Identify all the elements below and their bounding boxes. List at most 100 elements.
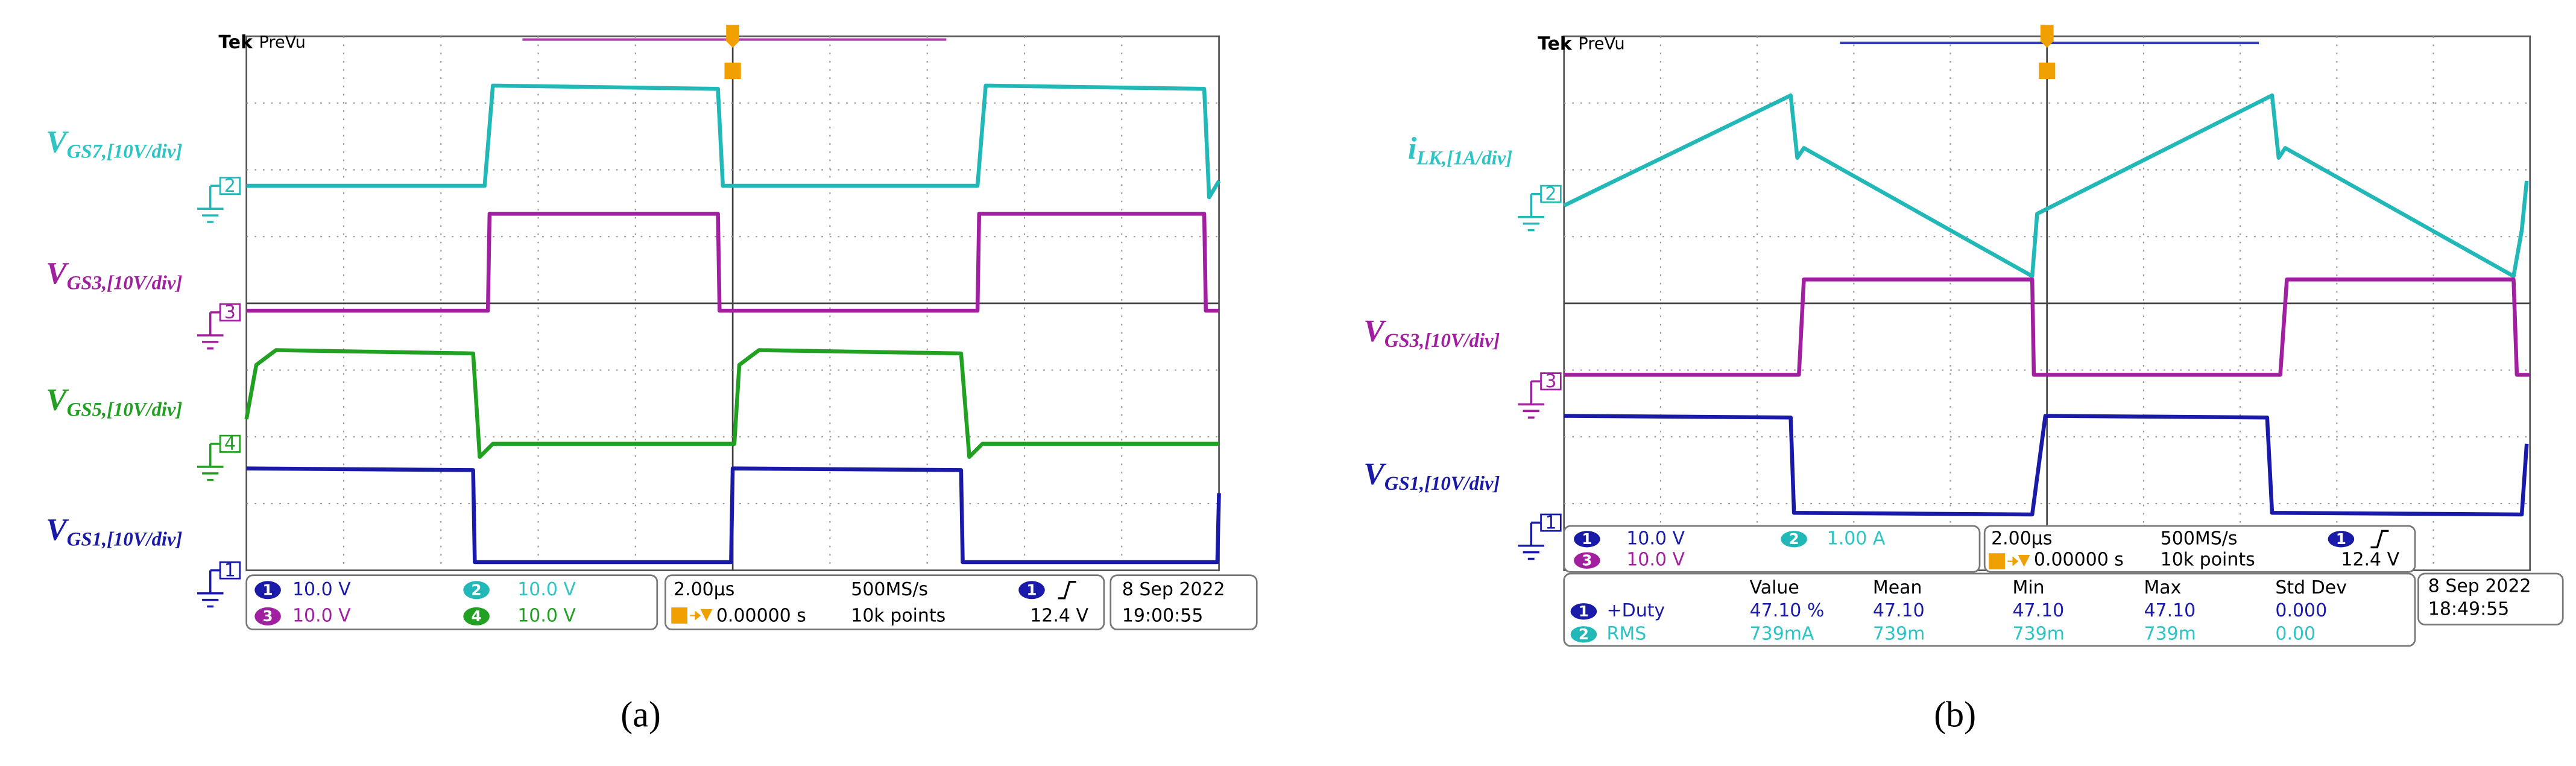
ground-marker: 4 (197, 434, 241, 481)
channel-scale: 10.0 V (292, 579, 351, 600)
trace (1564, 414, 2529, 517)
badge-num: 2 (1579, 625, 1589, 643)
measurement-header: Min (2012, 577, 2044, 598)
measurement-cell: 739m (2012, 623, 2064, 644)
marker-num: 2 (224, 176, 236, 197)
badge-num: 2 (472, 581, 482, 599)
edge-icon (2370, 530, 2389, 549)
label-main: i (1408, 131, 1417, 166)
measurement-cell: 0.00 (2275, 623, 2316, 644)
ground-marker: 3 (197, 302, 241, 350)
trigger-channel: 1 (2336, 530, 2346, 548)
trace-label: VGS7,[10V/div] (46, 125, 182, 162)
trace-label: VGS1,[10V/div] (46, 513, 182, 550)
caption: (a) (620, 695, 661, 735)
measurement-cell: 47.10 (2012, 600, 2064, 621)
measurement-header: Max (2144, 577, 2181, 598)
panel-b: Tek PreVu iLK,[1A/div] VGS3,[10V/div] VG… (1363, 25, 2564, 735)
trace (246, 212, 1219, 313)
badge (463, 607, 490, 625)
measurement-cell: 739mA (1750, 623, 1814, 644)
marker-num: 1 (1545, 512, 1556, 533)
label-sub: GS3,[10V/div] (1384, 329, 1500, 351)
measurement-name: +Duty (1607, 600, 1665, 621)
trace (246, 83, 1221, 200)
trigger-icon (1989, 553, 2030, 569)
date: 8 Sep 2022 (1122, 579, 1225, 600)
badge (1781, 531, 1807, 548)
label-main: V (46, 256, 69, 291)
trace (1564, 277, 2530, 377)
trigger-position: 0.00000 s (716, 605, 806, 626)
marker-num: 3 (224, 302, 236, 323)
badge-num: 1 (1579, 603, 1589, 620)
measurement-table: Value Mean Min Max Std Dev 1 +Duty 47.10 % 47.10… (1570, 577, 2347, 644)
marker-box (219, 303, 241, 321)
label-sub: GS5,[10V/div] (67, 399, 183, 420)
badge-num: 4 (472, 607, 482, 625)
record-length: 10k points (851, 605, 945, 626)
label-sub: GS1,[10V/div] (67, 528, 183, 550)
badge-num: 2 (1789, 530, 1799, 548)
label-sub: GS3,[10V/div] (67, 272, 183, 294)
channel-box (1563, 525, 1981, 573)
mode: PreVu (1578, 34, 1624, 53)
label-main: V (46, 513, 69, 547)
trace (246, 466, 1221, 565)
trigger-icon (671, 607, 713, 624)
time: 19:00:55 (1122, 605, 1204, 626)
channel-box (245, 574, 658, 631)
measurement-header: Std Dev (2275, 577, 2347, 598)
label-main: V (46, 383, 69, 417)
badge-num: 3 (263, 607, 273, 625)
sample-rate: 500MS/s (2161, 528, 2238, 549)
timebase-box (1983, 525, 2416, 573)
measurement-box (1563, 572, 2416, 647)
label-main: V (1363, 457, 1387, 491)
trace-label: VGS3,[10V/div] (46, 256, 182, 294)
marker-num: 2 (1545, 184, 1556, 205)
timebase: 2.00µs (1991, 528, 2052, 549)
brand: Tek PreVu (218, 32, 305, 53)
ground-marker: 2 (197, 176, 241, 223)
edge-icon (1058, 581, 1076, 600)
label-sub: GS7,[10V/div] (67, 141, 183, 162)
marker-box (219, 561, 241, 580)
marker-num: 1 (224, 560, 236, 581)
trace-label: VGS3,[10V/div] (1363, 314, 1500, 351)
marker-box (1540, 372, 1562, 391)
badge (254, 607, 281, 625)
badge (1018, 581, 1045, 600)
time: 18:49:55 (2428, 598, 2510, 619)
date-box (1110, 574, 1258, 631)
grids (245, 35, 2531, 571)
label-main: V (46, 125, 69, 159)
marker-box (1540, 185, 1562, 203)
marker-box (219, 434, 241, 453)
ground-marker: 3 (1518, 371, 1562, 419)
brand: Tek (1538, 33, 1573, 54)
label-sub: GS1,[10V/div] (1384, 472, 1500, 494)
ground-marker: 1 (1518, 512, 1562, 560)
measurement-cell: 739m (2144, 623, 2196, 644)
channel-scale: 10.0 V (292, 605, 351, 626)
timebase-box (665, 574, 1105, 631)
measurement-cell: 0.000 (2275, 600, 2327, 621)
measurement-cell: 47.10 (1873, 600, 1925, 621)
mode: PreVu (259, 33, 305, 52)
trigger-channel: 1 (1026, 581, 1037, 599)
date: 8 Sep 2022 (2428, 575, 2531, 597)
measurement-header: Value (1750, 577, 1799, 598)
badge (463, 581, 490, 600)
badge (2328, 531, 2355, 548)
trace-label: iLK,[1A/div] (1408, 131, 1512, 169)
caption: (b) (1934, 695, 1976, 735)
badge (254, 581, 281, 600)
measurement-name: RMS (1607, 623, 1647, 644)
timebase: 2.00µs (674, 579, 734, 600)
measurement-cell: 47.10 (2144, 600, 2196, 621)
brand: Tek PreVu (1538, 33, 1624, 54)
channel-scale: 1.00 A (1827, 528, 1886, 549)
